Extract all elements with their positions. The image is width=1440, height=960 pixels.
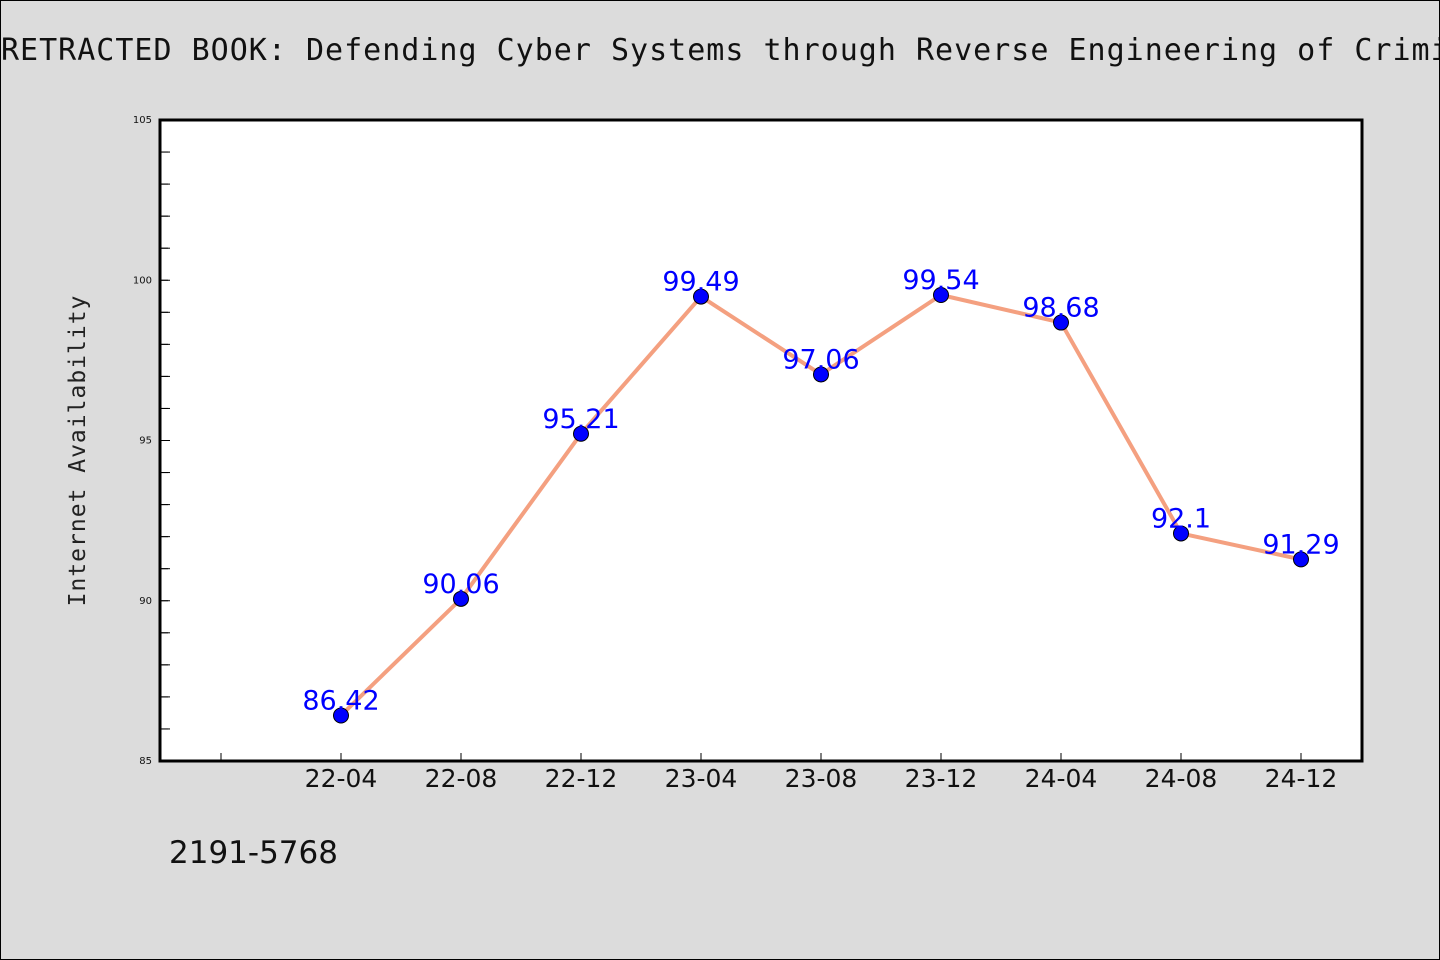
y-tick-label: 105	[133, 115, 152, 126]
x-tick-label: 23-12	[905, 764, 978, 793]
x-tick-label: 22-12	[545, 764, 618, 793]
y-tick-label: 85	[139, 756, 152, 767]
y-tick-label: 100	[133, 275, 152, 286]
chart-title: RETRACTED BOOK: Defending Cyber Systems …	[1, 33, 1440, 68]
data-label: 91.29	[1262, 529, 1339, 560]
y-axis-label: Internet Availability	[65, 295, 91, 607]
data-label: 86.42	[302, 685, 379, 716]
data-label: 99.49	[662, 267, 739, 298]
data-point	[813, 366, 829, 383]
x-tick-label: 24-12	[1265, 764, 1338, 793]
x-tick-label: 23-08	[785, 764, 858, 793]
y-tick-label: 90	[139, 596, 152, 607]
footer-id: 2191-5768	[169, 835, 338, 871]
data-label: 97.06	[782, 344, 859, 375]
y-tick-label: 95	[139, 436, 152, 447]
data-point	[333, 707, 349, 724]
data-label: 98.68	[1022, 293, 1099, 324]
data-label: 95.21	[542, 404, 619, 435]
data-point	[453, 590, 469, 607]
data-point	[573, 425, 589, 442]
x-tick-label: 22-04	[305, 764, 378, 793]
data-point	[693, 288, 709, 305]
plot-frame	[158, 118, 1364, 763]
data-label: 90.06	[422, 569, 499, 600]
x-tick-label: 24-08	[1145, 764, 1218, 793]
data-point	[933, 286, 949, 303]
data-point	[1173, 525, 1189, 542]
x-tick-label: 22-08	[425, 764, 498, 793]
data-label: 92.1	[1151, 503, 1211, 534]
x-tick-label: 23-04	[665, 764, 738, 793]
plot-area	[160, 120, 1362, 761]
data-point	[1293, 551, 1309, 568]
x-tick-label: 24-04	[1025, 764, 1098, 793]
data-point	[1053, 314, 1069, 331]
data-label: 99.54	[902, 265, 979, 296]
